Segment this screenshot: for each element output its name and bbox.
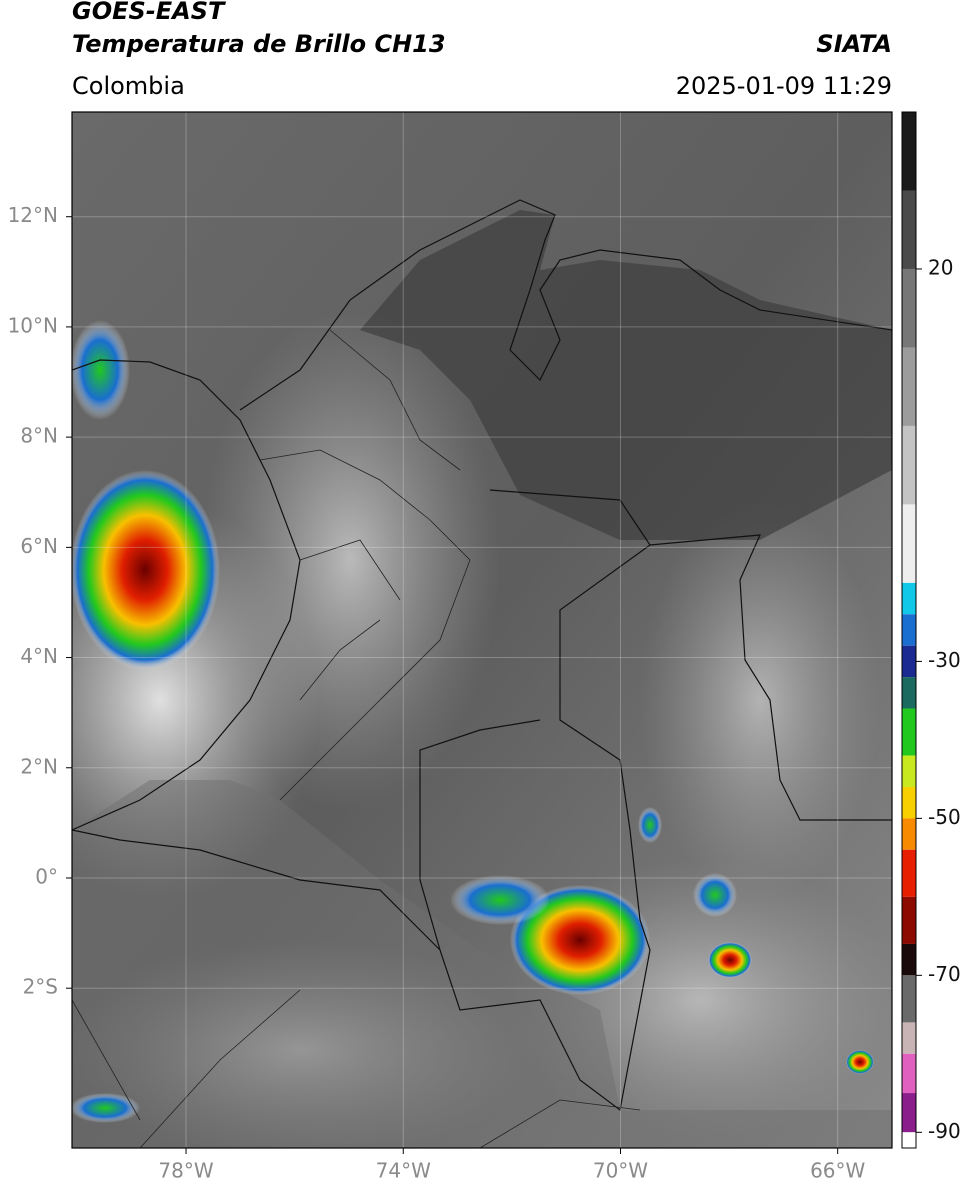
subtitle: Temperatura de Brillo CH13 [72,30,446,58]
colorbar-segment [902,425,916,505]
colorbar-segment [902,1053,916,1094]
colorbar-segment [902,786,916,819]
datetime: 2025-01-09 11:29 [676,72,892,100]
colorbar [902,112,916,1148]
colorbar-segment [902,975,916,1023]
title: GOES-EAST [72,0,226,25]
region: Colombia [72,72,185,100]
colorbar-tick-label: -90 [928,1119,961,1143]
source: SIATA [816,30,892,58]
colorbar-segment [902,1132,916,1148]
y-tick-label: 4°N [20,644,58,668]
y-tick-label: 10°N [8,313,58,337]
colorbar-segment [902,708,916,756]
colorbar-segment [902,268,916,348]
colorbar-segment [902,190,916,269]
colorbar-segment [902,1093,916,1133]
colorbar-segment [902,504,916,583]
colorbar-tick-label: -30 [928,648,961,672]
y-tick-label: 0° [35,864,58,888]
y-tick-label: 6°N [20,534,58,558]
colorbar-segment [902,582,916,615]
satellite-image [72,112,892,1148]
colorbar-tick-label: 20 [928,255,953,279]
colorbar-segment [902,755,916,787]
colorbar-segment [902,849,916,897]
colorbar-segment [902,645,916,678]
x-tick-label: 78°W [158,1159,213,1183]
colorbar-segment [902,1022,916,1054]
colorbar-segment [902,677,916,709]
map-frame [71,111,893,1149]
colorbar-segment [902,818,916,850]
colorbar-segment [902,943,916,976]
y-tick-label: 12°N [8,203,58,227]
y-tick-label: 8°N [20,424,58,448]
x-tick-label: 70°W [593,1159,648,1183]
y-tick-label: 2°S [23,975,58,999]
y-tick-label: 2°N [20,754,58,778]
colorbar-tick-label: -70 [928,962,961,986]
colorbar-segment [902,347,916,426]
colorbar-tick-label: -50 [928,805,961,829]
colorbar-frame [901,111,917,1149]
grid [72,112,892,1148]
colorbar-segment [902,896,916,944]
x-tick-label: 74°W [376,1159,431,1183]
colorbar-segment [902,614,916,646]
colorbar-segment [902,112,916,191]
x-tick-label: 66°W [810,1159,865,1183]
